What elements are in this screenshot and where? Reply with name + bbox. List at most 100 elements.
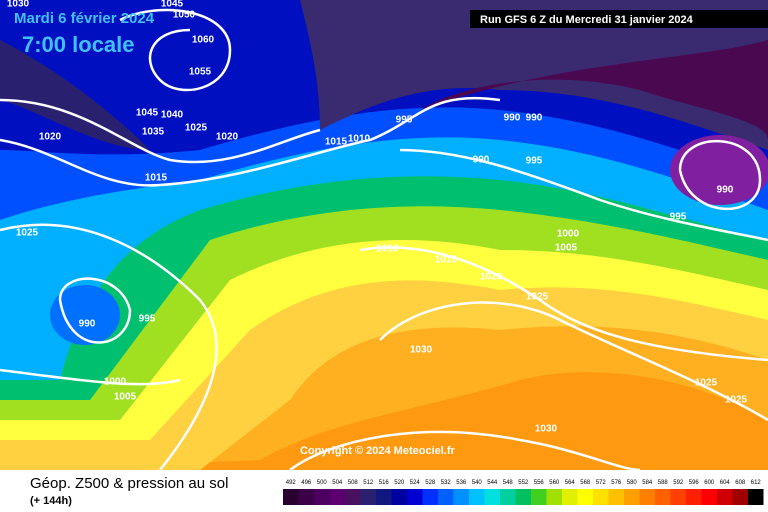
- legend-label: 512: [363, 480, 374, 486]
- legend-label: 508: [348, 480, 359, 486]
- legend-label: 532: [441, 480, 452, 486]
- pressure-label: 1025: [185, 123, 208, 134]
- map-background: [0, 0, 768, 470]
- pressure-label: 1025: [695, 378, 718, 389]
- legend-swatch: [298, 489, 314, 505]
- legend-label: 612: [751, 480, 762, 486]
- legend-label: 576: [611, 480, 622, 486]
- legend-swatch: [670, 489, 686, 505]
- legend-swatch: [639, 489, 655, 505]
- footer-title: Géop. Z500 & pression au sol: [30, 475, 228, 492]
- legend-swatch: [422, 489, 438, 505]
- pressure-label: 990: [717, 185, 734, 196]
- legend-swatch: [608, 489, 624, 505]
- legend-swatch: [732, 489, 748, 505]
- pressure-label: 1025: [526, 292, 549, 303]
- pressure-label: 1020: [480, 272, 503, 283]
- legend-label: 592: [673, 480, 684, 486]
- legend-swatch: [345, 489, 361, 505]
- legend-label: 552: [518, 480, 529, 486]
- legend-swatch: [717, 489, 733, 505]
- pressure-label: 1020: [39, 132, 62, 143]
- legend-swatch: [484, 489, 500, 505]
- legend-swatch: [500, 489, 516, 505]
- pressure-label: 995: [396, 115, 413, 126]
- legend-swatch: [360, 489, 376, 505]
- run-box: [470, 10, 768, 28]
- footer-lead: (+ 144h): [30, 495, 72, 507]
- pressure-label: 1025: [16, 228, 39, 239]
- legend-label: 580: [627, 480, 638, 486]
- pressure-label: 1010: [348, 134, 371, 145]
- isobars: [0, 8, 768, 472]
- date-label: Mardi 6 février 2024: [14, 10, 155, 27]
- copyright: Copyright © 2024 Meteociel.fr: [300, 445, 456, 457]
- legend-label: 540: [472, 480, 483, 486]
- legend-label: 548: [503, 480, 514, 486]
- pressure-label: 995: [526, 156, 543, 167]
- legend-label: 568: [580, 480, 591, 486]
- legend-swatch: [391, 489, 407, 505]
- legend-swatch: [469, 489, 485, 505]
- legend-swatch: [593, 489, 609, 505]
- legend-label: 516: [379, 480, 390, 486]
- pressure-label: 1005: [555, 243, 578, 254]
- pressure-label: 1000: [104, 377, 127, 388]
- legend-label: 572: [596, 480, 607, 486]
- pressure-label: 1030: [7, 0, 30, 10]
- pressure-label: 1045: [161, 0, 184, 10]
- legend-label: 520: [394, 480, 405, 486]
- pressure-label: 995: [670, 212, 687, 223]
- pressure-label: 990: [473, 155, 490, 166]
- legend-label: 544: [487, 480, 498, 486]
- legend-label: 604: [720, 480, 731, 486]
- legend-label: 608: [735, 480, 746, 486]
- run-label: Run GFS 6 Z du Mercredi 31 janvier 2024: [480, 14, 694, 26]
- legend-label: 500: [317, 480, 328, 486]
- pressure-label: 1035: [142, 127, 165, 138]
- legend-swatch: [577, 489, 593, 505]
- legend-label: 584: [642, 480, 653, 486]
- legend-swatch: [701, 489, 717, 505]
- legend-swatch: [562, 489, 578, 505]
- legend-swatch: [329, 489, 345, 505]
- pressure-label: 1025: [725, 395, 748, 406]
- legend-swatch: [531, 489, 547, 505]
- legend-swatch: [407, 489, 423, 505]
- pressure-label: 990: [504, 113, 521, 124]
- pressure-label: 1060: [192, 35, 215, 46]
- legend-label: 496: [301, 480, 312, 486]
- pressure-label: 1015: [145, 173, 168, 184]
- legend-swatch: [314, 489, 330, 505]
- pressure-label: 1000: [557, 229, 580, 240]
- legend-label: 556: [534, 480, 545, 486]
- legend-label: 596: [689, 480, 700, 486]
- legend-swatch: [546, 489, 562, 505]
- legend-swatch: [515, 489, 531, 505]
- legend-label: 504: [332, 480, 343, 486]
- legend-swatch: [655, 489, 671, 505]
- pressure-label: 1015: [325, 137, 348, 148]
- pressure-label: 990: [526, 113, 543, 124]
- legend-swatch: [376, 489, 392, 505]
- legend-swatch: [624, 489, 640, 505]
- legend-label: 492: [286, 480, 297, 486]
- pressure-label: 1045: [136, 108, 159, 119]
- pressure-label: 990: [79, 319, 96, 330]
- pressure-label: 1010: [376, 244, 399, 255]
- pressure-label: 1005: [114, 392, 137, 403]
- legend-swatch: [283, 489, 299, 505]
- pressure-label: 1040: [161, 110, 184, 121]
- pressure-label: 1050: [173, 10, 196, 21]
- legend-label: 536: [456, 480, 467, 486]
- legend-label: 560: [549, 480, 560, 486]
- pressure-label: 1015: [435, 255, 458, 266]
- time-label: 7:00 locale: [22, 32, 135, 57]
- legend-swatch: [686, 489, 702, 505]
- legend-label: 588: [658, 480, 669, 486]
- legend-swatch: [453, 489, 469, 505]
- legend-label: 528: [425, 480, 436, 486]
- legend-label: 600: [704, 480, 715, 486]
- pressure-label: 1055: [189, 67, 212, 78]
